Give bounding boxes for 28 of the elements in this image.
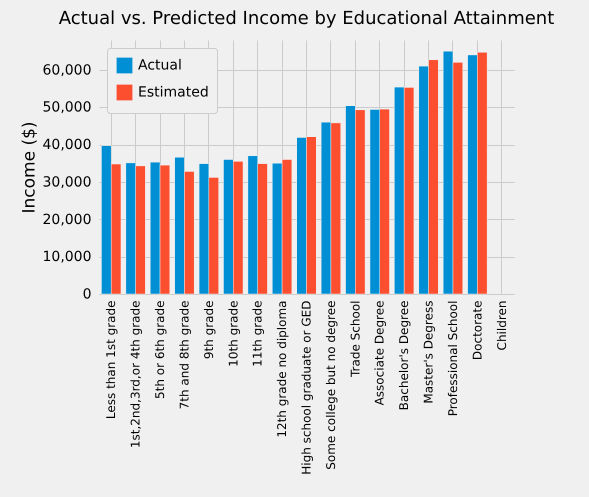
x-tick-label: 9th grade — [202, 300, 216, 360]
y-tick-label: 40,000 — [42, 137, 92, 154]
y-tick-label: 50,000 — [42, 100, 92, 116]
y-tick-label: 30,000 — [42, 174, 92, 190]
chart-title: Actual vs. Predicted Income by Educational Attainment — [58, 8, 554, 29]
x-tick-label: Master's Degress — [422, 300, 436, 404]
y-tick-label: 0 — [82, 286, 92, 302]
x-tick-label: 11th grade — [250, 300, 265, 367]
x-tick-label: 10th grade — [226, 300, 240, 367]
x-tick-label: Professional School — [446, 300, 460, 416]
x-tick-label: Bachelor's Degree — [397, 300, 412, 410]
x-tick-label: 7th and 8th grade — [177, 300, 192, 410]
x-tick-label: 12th grade no diploma — [275, 300, 290, 438]
x-tick-label: Associate Degree — [372, 300, 387, 406]
x-tick-label: Trade School — [348, 300, 362, 378]
x-tick-label: Children — [494, 300, 509, 350]
x-tick-label: 1st,2nd,3rd,or 4th grade — [128, 300, 143, 448]
x-tick-label: High school graduate or GED — [300, 300, 314, 475]
legend-label: Actual — [138, 58, 182, 74]
y-tick-label: 20,000 — [42, 212, 92, 228]
y-axis-title: Income ($) — [20, 121, 40, 214]
legend-label: Estimated — [138, 84, 209, 100]
x-tick-label: 5th or 6th grade — [153, 300, 168, 400]
y-tick-label: 10,000 — [42, 249, 92, 266]
x-tick-label: Less than 1st grade — [104, 300, 118, 420]
x-tick-label: Doctorate — [470, 300, 484, 360]
x-tick-label: Some college but no degree — [324, 300, 338, 470]
y-tick-label: 60,000 — [42, 62, 92, 78]
